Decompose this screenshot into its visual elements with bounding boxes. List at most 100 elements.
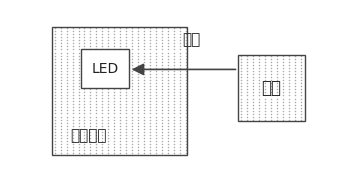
Point <box>76 130 81 133</box>
Point <box>141 75 147 78</box>
Point <box>76 57 81 60</box>
Point <box>94 82 99 84</box>
Point <box>262 115 268 118</box>
Point <box>123 57 129 60</box>
Point <box>183 124 188 127</box>
Point <box>135 72 141 75</box>
Point <box>245 103 250 106</box>
Point <box>82 152 87 155</box>
Point <box>64 69 69 72</box>
Point <box>123 103 129 106</box>
Point <box>257 60 262 63</box>
Point <box>171 85 177 87</box>
Point <box>239 91 244 94</box>
Point <box>117 100 123 103</box>
Point <box>111 112 117 115</box>
Point <box>153 94 159 97</box>
Point <box>52 140 58 142</box>
Point <box>183 54 188 57</box>
Point <box>171 88 177 91</box>
Point <box>153 146 159 148</box>
Point <box>82 149 87 152</box>
Point <box>94 112 99 115</box>
Point <box>177 57 183 60</box>
Point <box>117 115 123 118</box>
Point <box>159 140 165 142</box>
Point <box>64 33 69 36</box>
Point <box>257 109 262 112</box>
Point <box>111 30 117 33</box>
Point <box>76 127 81 130</box>
Point <box>298 94 304 97</box>
Point <box>52 88 58 91</box>
Point <box>99 100 105 103</box>
Point <box>111 94 117 97</box>
Point <box>135 97 141 100</box>
Point <box>239 100 244 103</box>
Point <box>147 91 153 94</box>
Point <box>159 27 165 30</box>
Point <box>153 30 159 33</box>
Point <box>135 66 141 69</box>
Point <box>274 82 280 85</box>
Point <box>76 91 81 94</box>
Point <box>64 54 69 57</box>
Point <box>153 112 159 115</box>
Point <box>52 133 58 136</box>
Point <box>111 140 117 142</box>
Point <box>177 30 183 33</box>
Point <box>52 57 58 60</box>
Point <box>88 97 93 100</box>
Point <box>111 127 117 130</box>
Point <box>147 127 153 130</box>
Point <box>141 149 147 152</box>
Point <box>298 103 304 106</box>
Point <box>274 91 280 94</box>
Point <box>165 69 171 72</box>
Point <box>298 97 304 100</box>
Point <box>82 45 87 48</box>
Point <box>147 140 153 142</box>
Point <box>117 33 123 36</box>
Point <box>245 64 250 66</box>
Point <box>76 88 81 91</box>
Point <box>105 42 111 45</box>
Point <box>257 76 262 79</box>
Point <box>165 152 171 155</box>
Point <box>159 115 165 118</box>
Point <box>99 78 105 81</box>
Point <box>129 115 135 118</box>
Point <box>70 42 75 45</box>
Point <box>239 70 244 73</box>
Point <box>141 115 147 118</box>
Point <box>153 39 159 42</box>
Point <box>165 30 171 33</box>
Point <box>153 91 159 94</box>
Point <box>52 66 58 69</box>
Point <box>111 57 117 60</box>
Point <box>123 33 129 36</box>
Point <box>117 78 123 81</box>
Point <box>99 82 105 84</box>
Point <box>88 133 93 136</box>
Point <box>183 94 188 97</box>
Point <box>251 85 256 88</box>
Point <box>58 27 64 30</box>
Point <box>52 30 58 33</box>
Point <box>111 152 117 155</box>
Point <box>64 133 69 136</box>
Point <box>135 133 141 136</box>
Point <box>76 146 81 148</box>
Point <box>292 109 298 112</box>
Point <box>177 136 183 139</box>
Point <box>292 94 298 97</box>
Point <box>58 130 64 133</box>
Point <box>251 76 256 79</box>
Point <box>105 124 111 127</box>
Point <box>135 36 141 39</box>
Point <box>159 45 165 48</box>
Point <box>105 94 111 97</box>
Point <box>123 78 129 81</box>
Point <box>286 103 292 106</box>
Point <box>171 136 177 139</box>
